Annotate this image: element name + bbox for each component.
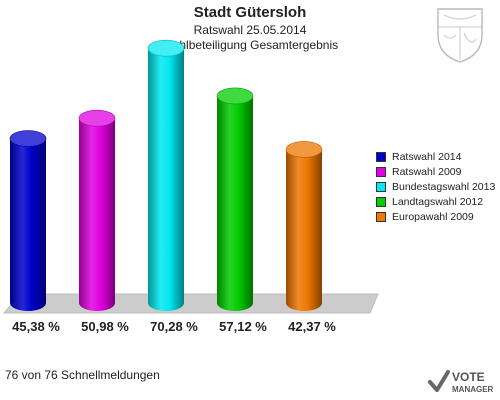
legend-item: Landtagswahl 2012 — [376, 195, 495, 209]
checkmark-icon — [428, 370, 450, 392]
legend-swatch — [376, 182, 386, 192]
bar-body — [79, 118, 115, 311]
bar-4 — [216, 87, 254, 311]
coat-of-arms-logo — [437, 8, 483, 63]
legend-label: Ratswahl 2014 — [392, 151, 462, 163]
legend-label: Bundestagswahl 2013 — [392, 181, 496, 193]
chart-title: Stadt Gütersloh — [193, 4, 307, 21]
chart-subtitle: Ratswahl 25.05.2014 — [193, 23, 307, 37]
legend-label: Landtagswahl 2012 — [392, 196, 484, 208]
legend-swatch — [376, 197, 386, 207]
bar-value-label: 57,12 % — [219, 319, 267, 334]
legend-item: Europawahl 2009 — [376, 210, 495, 224]
footer-status: 76 von 76 Schnellmeldungen — [5, 368, 160, 382]
legend-item: Ratswahl 2014 — [376, 150, 495, 164]
bar-value-label: 50,98 % — [81, 319, 129, 334]
bar-body — [217, 95, 253, 311]
legend-label: Ratswahl 2009 — [392, 166, 462, 178]
legend-swatch — [376, 212, 386, 222]
bar-2 — [78, 109, 116, 311]
bar-5 — [285, 141, 323, 311]
legend-swatch — [376, 152, 386, 162]
chart-subtitle-2: Wahlbeteiligung Gesamtergebnis — [161, 38, 339, 52]
bar-value-label: 42,37 % — [288, 319, 336, 334]
chart-legend: Ratswahl 2014 Ratswahl 2009 Bundestagswahl… — [376, 150, 495, 225]
bar-3 — [147, 39, 185, 312]
bar-cap — [9, 130, 47, 147]
bar-body — [286, 149, 322, 311]
bar-cap — [78, 109, 116, 127]
bar-cap — [216, 87, 254, 105]
brand-line-2: MANAGER — [452, 385, 494, 394]
brand-line-1: VOTE — [452, 370, 485, 384]
bar-cap — [147, 39, 185, 57]
bar-cap — [285, 141, 323, 158]
vote-manager-logo: VOTE MANAGER — [428, 370, 494, 394]
bar-value-label: 70,28 % — [150, 319, 198, 334]
legend-item: Bundestagswahl 2013 — [376, 180, 495, 194]
legend-swatch — [376, 167, 386, 177]
legend-label: Europawahl 2009 — [392, 211, 474, 223]
legend-item: Ratswahl 2009 — [376, 165, 495, 179]
bar-1 — [9, 130, 47, 311]
bar-body — [10, 138, 46, 311]
bar-body — [148, 48, 184, 312]
bar-value-label: 45,38 % — [12, 319, 60, 334]
